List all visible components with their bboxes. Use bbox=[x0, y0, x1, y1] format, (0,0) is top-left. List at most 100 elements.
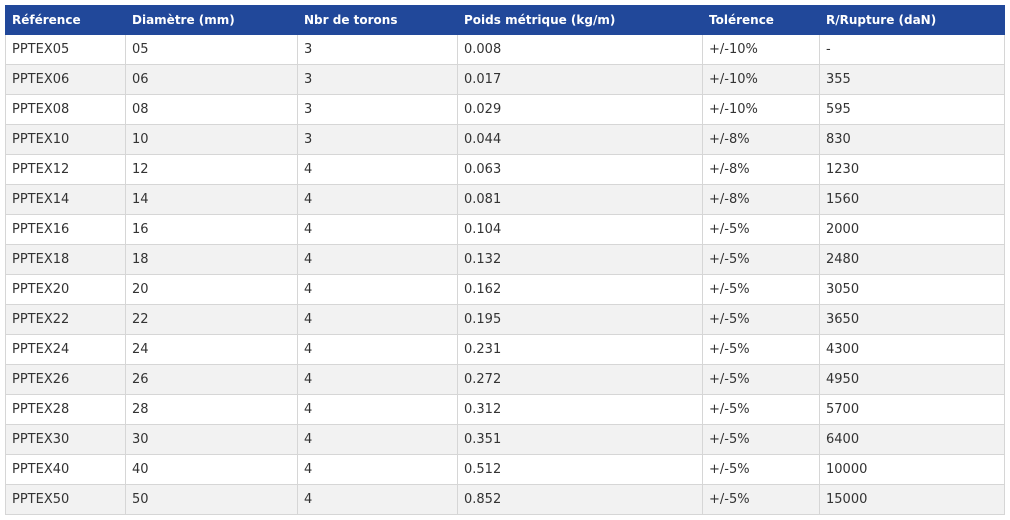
table-cell: 355 bbox=[819, 64, 1005, 95]
table-cell: 40 bbox=[125, 454, 298, 485]
table-row: PPTEX30 30 4 0.351 +/-5% 6400 bbox=[5, 424, 1005, 455]
table-cell: 0.351 bbox=[457, 424, 703, 455]
table-cell: 1560 bbox=[819, 184, 1005, 215]
table-cell: +/-5% bbox=[702, 484, 820, 515]
table-cell: 30 bbox=[125, 424, 298, 455]
table-cell: 0.132 bbox=[457, 244, 703, 275]
table-cell: 22 bbox=[125, 304, 298, 335]
table-cell: +/-10% bbox=[702, 64, 820, 95]
table-cell: PPTEX26 bbox=[5, 364, 126, 395]
table-cell: 0.512 bbox=[457, 454, 703, 485]
table-cell: 0.852 bbox=[457, 484, 703, 515]
table-body: PPTEX05 05 3 0.008 +/-10% - PPTEX06 06 3 0.017 +/-… bbox=[5, 34, 1005, 515]
table-cell: 4 bbox=[297, 244, 458, 275]
table-cell: +/-10% bbox=[702, 94, 820, 125]
table-cell: 0.029 bbox=[457, 94, 703, 125]
table-row: PPTEX06 06 3 0.017 +/-10% 355 bbox=[5, 64, 1005, 95]
table-cell: +/-5% bbox=[702, 244, 820, 275]
table-head: Référence Diamètre (mm) Nbr de torons Poids… bbox=[5, 5, 1005, 35]
table-cell: 4 bbox=[297, 154, 458, 185]
table-cell: +/-5% bbox=[702, 214, 820, 245]
table-row: PPTEX40 40 4 0.512 +/-5% 10000 bbox=[5, 454, 1005, 485]
table-cell: 4 bbox=[297, 454, 458, 485]
table-cell: +/-5% bbox=[702, 364, 820, 395]
table-row: PPTEX20 20 4 0.162 +/-5% 3050 bbox=[5, 274, 1005, 305]
table-cell: 12 bbox=[125, 154, 298, 185]
table-cell: 0.017 bbox=[457, 64, 703, 95]
table-cell: PPTEX05 bbox=[5, 34, 126, 65]
table-cell: PPTEX40 bbox=[5, 454, 126, 485]
table-cell: 0.195 bbox=[457, 304, 703, 335]
table-row: PPTEX18 18 4 0.132 +/-5% 2480 bbox=[5, 244, 1005, 275]
table-row: PPTEX10 10 3 0.044 +/-8% 830 bbox=[5, 124, 1005, 155]
table-cell: +/-8% bbox=[702, 154, 820, 185]
table-cell: PPTEX14 bbox=[5, 184, 126, 215]
table-row: PPTEX22 22 4 0.195 +/-5% 3650 bbox=[5, 304, 1005, 335]
table-cell: 0.272 bbox=[457, 364, 703, 395]
table-cell: PPTEX30 bbox=[5, 424, 126, 455]
table-cell: 4 bbox=[297, 394, 458, 425]
column-header: Poids métrique (kg/m) bbox=[457, 5, 703, 35]
table-cell: 0.104 bbox=[457, 214, 703, 245]
column-header: Diamètre (mm) bbox=[125, 5, 298, 35]
table-cell: 4 bbox=[297, 304, 458, 335]
table-cell: 0.231 bbox=[457, 334, 703, 365]
table-cell: 4 bbox=[297, 184, 458, 215]
table-cell: 50 bbox=[125, 484, 298, 515]
table-cell: PPTEX50 bbox=[5, 484, 126, 515]
table-cell: 0.081 bbox=[457, 184, 703, 215]
table-cell: 0.063 bbox=[457, 154, 703, 185]
table-row: PPTEX24 24 4 0.231 +/-5% 4300 bbox=[5, 334, 1005, 365]
table-row: PPTEX28 28 4 0.312 +/-5% 5700 bbox=[5, 394, 1005, 425]
table-cell: 3 bbox=[297, 94, 458, 125]
column-header: Nbr de torons bbox=[297, 5, 458, 35]
table-cell: 4 bbox=[297, 364, 458, 395]
table-cell: PPTEX06 bbox=[5, 64, 126, 95]
table-cell: 08 bbox=[125, 94, 298, 125]
table-row: PPTEX50 50 4 0.852 +/-5% 15000 bbox=[5, 484, 1005, 515]
table-cell: 3 bbox=[297, 34, 458, 65]
table-row: PPTEX05 05 3 0.008 +/-10% - bbox=[5, 34, 1005, 65]
table-cell: +/-5% bbox=[702, 454, 820, 485]
table-cell: 830 bbox=[819, 124, 1005, 155]
table-cell: 15000 bbox=[819, 484, 1005, 515]
table-cell: PPTEX16 bbox=[5, 214, 126, 245]
table-cell: PPTEX10 bbox=[5, 124, 126, 155]
table-cell: PPTEX18 bbox=[5, 244, 126, 275]
table-cell: 4 bbox=[297, 214, 458, 245]
table-cell: 5700 bbox=[819, 394, 1005, 425]
table-cell: 2480 bbox=[819, 244, 1005, 275]
table-cell: 26 bbox=[125, 364, 298, 395]
table-cell: 0.008 bbox=[457, 34, 703, 65]
table-cell: +/-10% bbox=[702, 34, 820, 65]
table-cell: 18 bbox=[125, 244, 298, 275]
table-cell: 3 bbox=[297, 124, 458, 155]
table-cell: PPTEX22 bbox=[5, 304, 126, 335]
table-cell: +/-5% bbox=[702, 334, 820, 365]
table-cell: 4950 bbox=[819, 364, 1005, 395]
table-row: PPTEX08 08 3 0.029 +/-10% 595 bbox=[5, 94, 1005, 125]
table-cell: 20 bbox=[125, 274, 298, 305]
table-cell: +/-5% bbox=[702, 304, 820, 335]
column-header: Tolérence bbox=[702, 5, 820, 35]
table-cell: 6400 bbox=[819, 424, 1005, 455]
table-row: PPTEX14 14 4 0.081 +/-8% 1560 bbox=[5, 184, 1005, 215]
column-header: Référence bbox=[5, 5, 126, 35]
table-cell: +/-5% bbox=[702, 394, 820, 425]
table-cell: 10000 bbox=[819, 454, 1005, 485]
table-cell: +/-5% bbox=[702, 274, 820, 305]
table-cell: 4300 bbox=[819, 334, 1005, 365]
table-cell: PPTEX08 bbox=[5, 94, 126, 125]
table-row: PPTEX26 26 4 0.272 +/-5% 4950 bbox=[5, 364, 1005, 395]
table-cell: +/-8% bbox=[702, 124, 820, 155]
table-cell: 28 bbox=[125, 394, 298, 425]
table-cell: PPTEX20 bbox=[5, 274, 126, 305]
table-cell: 05 bbox=[125, 34, 298, 65]
table-cell: PPTEX24 bbox=[5, 334, 126, 365]
table-cell: - bbox=[819, 34, 1005, 65]
table-cell: 10 bbox=[125, 124, 298, 155]
table-cell: 4 bbox=[297, 484, 458, 515]
table-cell: +/-8% bbox=[702, 184, 820, 215]
table-cell: 06 bbox=[125, 64, 298, 95]
